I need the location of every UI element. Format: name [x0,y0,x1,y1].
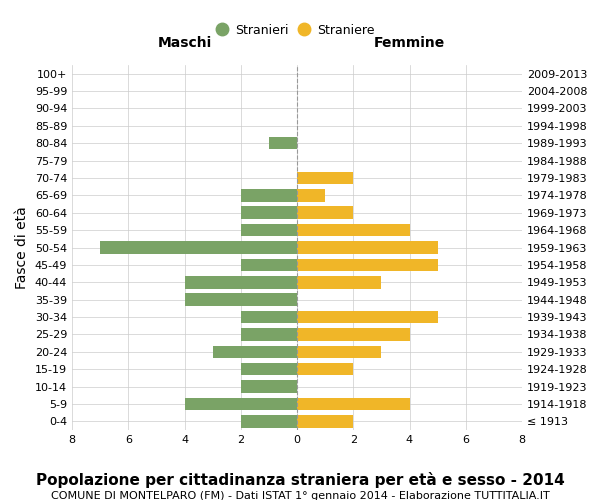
Bar [241,189,297,202]
Legend: Stranieri, Straniere: Stranieri, Straniere [215,20,379,40]
Bar [297,363,353,376]
Bar [297,189,325,202]
Bar [297,398,409,410]
Bar [241,224,297,236]
Bar [241,415,297,428]
Text: Popolazione per cittadinanza straniera per età e sesso - 2014: Popolazione per cittadinanza straniera p… [35,472,565,488]
Bar [297,311,437,324]
Bar [297,276,382,288]
Text: COMUNE DI MONTELPARO (FM) - Dati ISTAT 1° gennaio 2014 - Elaborazione TUTTITALIA: COMUNE DI MONTELPARO (FM) - Dati ISTAT 1… [50,491,550,500]
Bar [241,206,297,219]
Bar [185,276,297,288]
Bar [297,224,409,236]
Bar [297,206,353,219]
Bar [241,363,297,376]
Bar [241,328,297,340]
Bar [297,241,437,254]
Bar [185,398,297,410]
Bar [297,328,409,340]
Text: Femmine: Femmine [374,36,445,51]
Bar [212,346,297,358]
Bar [297,258,437,271]
Bar [185,294,297,306]
Bar [297,172,353,184]
Y-axis label: Anni di nascita: Anni di nascita [596,196,600,298]
Bar [297,346,382,358]
Bar [241,258,297,271]
Y-axis label: Fasce di età: Fasce di età [15,206,29,289]
Bar [241,380,297,393]
Text: Maschi: Maschi [157,36,212,51]
Bar [100,241,297,254]
Bar [297,415,353,428]
Bar [269,137,297,149]
Bar [241,311,297,324]
